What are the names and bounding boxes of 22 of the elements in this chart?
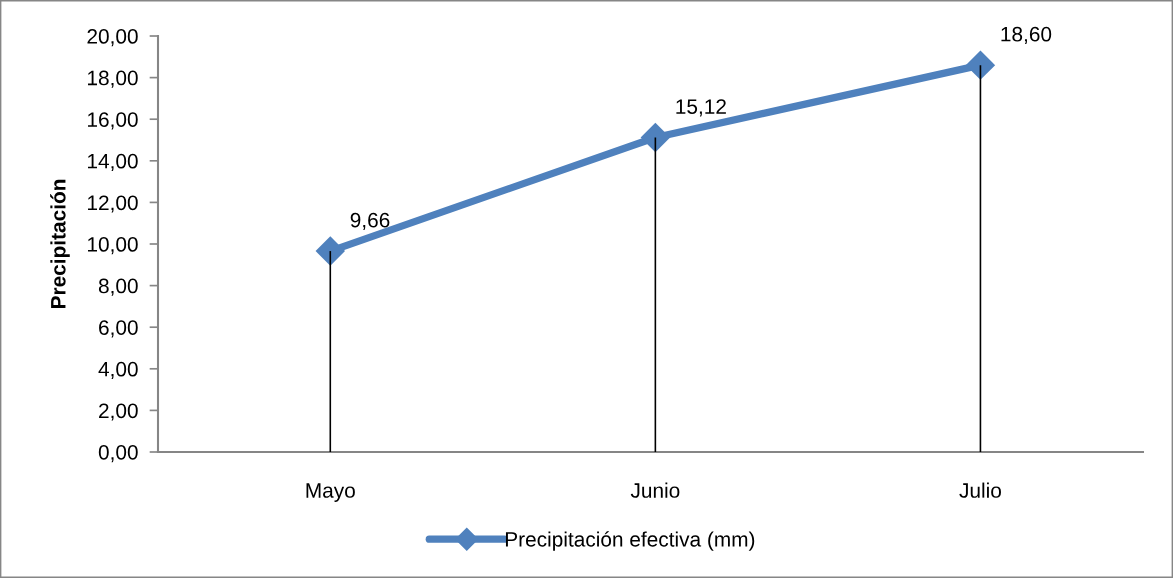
data-label: 15,12 [676, 99, 726, 117]
data-label: 9,66 [350, 212, 390, 230]
y-tick-label: 14,00 [88, 153, 138, 172]
y-tick-label: 0,00 [98, 445, 138, 463]
legend-label: Precipitación efectiva (mm) [505, 531, 755, 551]
y-tick-label: 20,00 [87, 29, 138, 47]
point [965, 50, 996, 80]
y-tick-label: 4,00 [98, 361, 138, 380]
point [640, 122, 671, 153]
x-tick-label: Julio [959, 482, 1001, 498]
data-label: 18,60 [1001, 26, 1052, 45]
x-tick-label: Mayo [306, 483, 355, 502]
y-tick-label: 16,00 [88, 112, 138, 130]
x-tick-label: Junio [630, 482, 680, 498]
y-tick-label: 12,00 [88, 195, 138, 213]
y-tick-label: 6,00 [99, 320, 138, 338]
y-tick-label: 2,00 [99, 403, 138, 421]
y-axis-title: Precipitación [50, 179, 70, 309]
y-tick-label: 18,00 [88, 70, 138, 88]
y-tick-label: 10,00 [88, 237, 138, 255]
y-tick-label: 8,00 [98, 278, 138, 296]
point [315, 236, 346, 266]
